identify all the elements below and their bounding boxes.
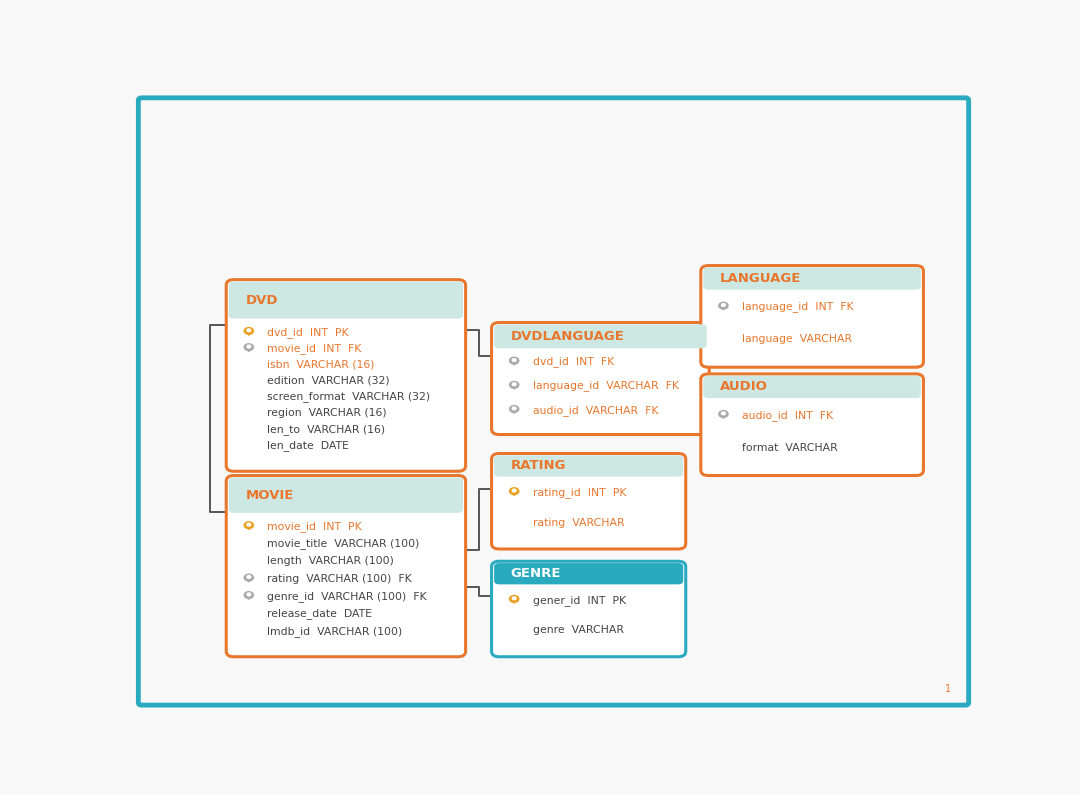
Circle shape (247, 345, 251, 348)
Text: rating  VARCHAR (100)  FK: rating VARCHAR (100) FK (267, 574, 411, 584)
Text: LANGUAGE: LANGUAGE (720, 272, 801, 285)
Text: DVDLANGUAGE: DVDLANGUAGE (511, 330, 624, 343)
Polygon shape (246, 595, 252, 599)
Polygon shape (512, 361, 516, 365)
Text: screen_format  VARCHAR (32): screen_format VARCHAR (32) (267, 391, 430, 402)
Text: language_id  INT  FK: language_id INT FK (742, 301, 853, 312)
Circle shape (512, 407, 516, 409)
Circle shape (510, 488, 518, 494)
FancyBboxPatch shape (499, 466, 678, 473)
Text: rating_id  INT  PK: rating_id INT PK (532, 487, 626, 498)
Text: movie_title  VARCHAR (100): movie_title VARCHAR (100) (267, 538, 420, 549)
Circle shape (510, 405, 518, 413)
Circle shape (244, 343, 254, 351)
FancyBboxPatch shape (233, 495, 458, 509)
Circle shape (247, 576, 251, 579)
Polygon shape (246, 331, 252, 335)
Polygon shape (246, 347, 252, 351)
Text: 1: 1 (945, 684, 951, 694)
Circle shape (512, 489, 516, 492)
Text: movie_id  INT  PK: movie_id INT PK (267, 521, 362, 532)
Circle shape (510, 382, 518, 388)
Text: rating  VARCHAR: rating VARCHAR (532, 518, 624, 528)
Polygon shape (721, 305, 726, 310)
FancyBboxPatch shape (491, 453, 686, 549)
Polygon shape (246, 525, 252, 529)
Text: audio_id  VARCHAR  FK: audio_id VARCHAR FK (532, 405, 658, 416)
Polygon shape (512, 491, 516, 495)
FancyBboxPatch shape (233, 300, 458, 315)
Circle shape (510, 357, 518, 364)
Text: release_date  DATE: release_date DATE (267, 608, 373, 619)
FancyBboxPatch shape (703, 376, 921, 398)
Polygon shape (721, 414, 726, 418)
Text: format  VARCHAR: format VARCHAR (742, 443, 838, 452)
Circle shape (244, 574, 254, 581)
Circle shape (244, 522, 254, 529)
FancyBboxPatch shape (708, 278, 916, 286)
Circle shape (719, 410, 728, 417)
Text: movie_id  INT  FK: movie_id INT FK (267, 343, 362, 354)
Text: edition  VARCHAR (32): edition VARCHAR (32) (267, 376, 390, 386)
FancyBboxPatch shape (499, 336, 702, 345)
FancyBboxPatch shape (138, 98, 969, 705)
Text: language  VARCHAR: language VARCHAR (742, 335, 852, 344)
Text: isbn  VARCHAR (16): isbn VARCHAR (16) (267, 359, 375, 370)
Text: DVD: DVD (245, 293, 278, 307)
Text: region  VARCHAR (16): region VARCHAR (16) (267, 408, 387, 418)
Text: len_to  VARCHAR (16): len_to VARCHAR (16) (267, 424, 386, 435)
FancyBboxPatch shape (229, 477, 463, 513)
FancyBboxPatch shape (703, 267, 921, 289)
Text: GENRE: GENRE (511, 567, 562, 580)
FancyBboxPatch shape (701, 374, 923, 475)
Circle shape (247, 329, 251, 332)
Circle shape (247, 593, 251, 595)
Polygon shape (512, 599, 516, 603)
FancyBboxPatch shape (226, 475, 465, 657)
Circle shape (247, 523, 251, 526)
Circle shape (719, 302, 728, 309)
Text: audio_id  INT  FK: audio_id INT FK (742, 409, 833, 421)
FancyBboxPatch shape (494, 324, 706, 348)
Circle shape (510, 595, 518, 603)
FancyBboxPatch shape (491, 323, 710, 435)
Polygon shape (512, 385, 516, 390)
FancyBboxPatch shape (229, 281, 463, 319)
Text: dvd_id  INT  PK: dvd_id INT PK (267, 327, 349, 338)
FancyBboxPatch shape (494, 563, 684, 584)
Text: gener_id  INT  PK: gener_id INT PK (532, 595, 625, 606)
FancyBboxPatch shape (226, 280, 465, 471)
Text: genre  VARCHAR: genre VARCHAR (532, 626, 623, 635)
FancyBboxPatch shape (499, 574, 678, 580)
Text: RATING: RATING (511, 460, 566, 472)
Circle shape (721, 304, 726, 306)
FancyBboxPatch shape (708, 387, 916, 394)
Text: language_id  VARCHAR  FK: language_id VARCHAR FK (532, 381, 678, 391)
FancyBboxPatch shape (491, 561, 686, 657)
Text: genre_id  VARCHAR (100)  FK: genre_id VARCHAR (100) FK (267, 591, 427, 602)
Circle shape (721, 412, 726, 415)
Circle shape (512, 597, 516, 599)
Text: AUDIO: AUDIO (720, 381, 768, 394)
Text: len_date  DATE: len_date DATE (267, 440, 349, 451)
FancyBboxPatch shape (701, 266, 923, 367)
Text: lmdb_id  VARCHAR (100): lmdb_id VARCHAR (100) (267, 626, 403, 637)
Polygon shape (512, 409, 516, 413)
Text: dvd_id  INT  FK: dvd_id INT FK (532, 356, 613, 367)
Circle shape (244, 328, 254, 335)
Polygon shape (246, 578, 252, 582)
FancyBboxPatch shape (494, 456, 684, 477)
Text: MOVIE: MOVIE (245, 489, 294, 502)
Text: length  VARCHAR (100): length VARCHAR (100) (267, 556, 394, 566)
Circle shape (512, 359, 516, 362)
Circle shape (512, 383, 516, 386)
Circle shape (244, 591, 254, 599)
